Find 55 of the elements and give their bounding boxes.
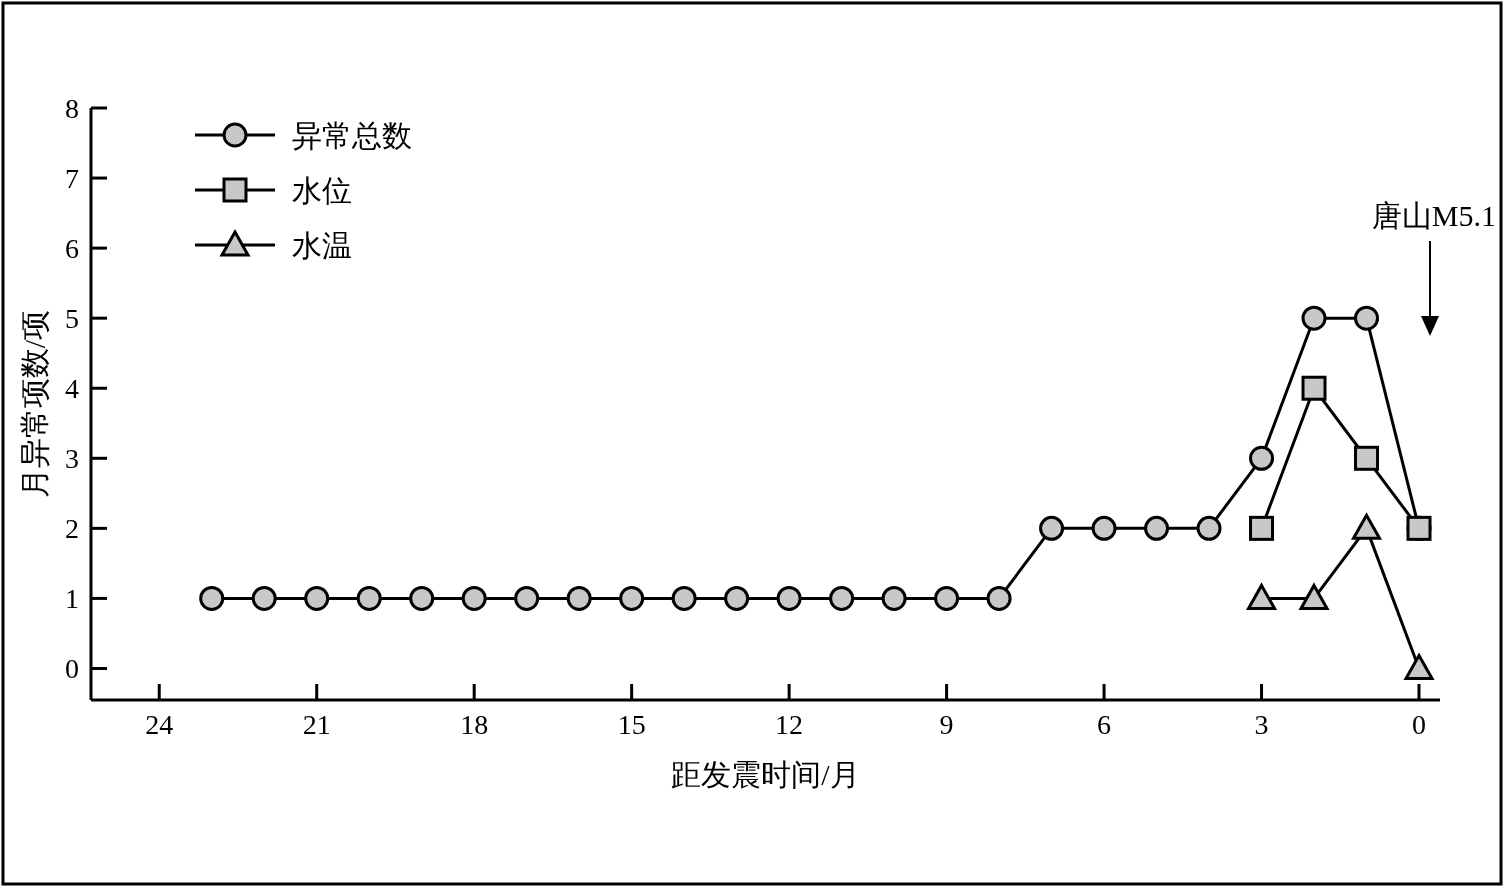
- point: [1249, 515, 1275, 541]
- legend-label: 异常总数: [292, 118, 412, 152]
- point: [356, 585, 382, 611]
- point: [1352, 513, 1382, 540]
- point: [986, 585, 1012, 611]
- point: [1196, 515, 1222, 541]
- point: [1301, 375, 1327, 401]
- legend-label: 水位: [292, 173, 352, 207]
- point: [724, 585, 750, 611]
- y-tick-label: 1: [65, 583, 79, 615]
- x-tick-label: 6: [1097, 709, 1112, 740]
- x-tick-label: 12: [775, 709, 804, 740]
- y-tick-label: 8: [65, 92, 79, 124]
- point: [1039, 515, 1065, 541]
- point: [461, 585, 487, 611]
- x-tick-label: 18: [460, 709, 489, 740]
- point: [566, 585, 592, 611]
- x-tick-label: 9: [939, 709, 954, 740]
- point: [251, 585, 277, 611]
- point: [1091, 515, 1117, 541]
- y-tick-label: 4: [65, 373, 79, 405]
- point: [671, 585, 697, 611]
- point: [776, 585, 802, 611]
- y-tick-label: 7: [65, 162, 79, 194]
- point: [1354, 305, 1380, 331]
- y-tick-label: 0: [65, 653, 79, 685]
- point: [514, 585, 540, 611]
- x-tick-label: 15: [617, 709, 646, 740]
- point: [1144, 515, 1170, 541]
- x-tick-label: 24: [145, 709, 174, 740]
- point: [304, 585, 330, 611]
- point: [1299, 583, 1329, 610]
- point: [199, 585, 225, 611]
- x-tick-label: 3: [1254, 709, 1269, 740]
- y-tick-label: 6: [65, 232, 79, 264]
- point: [829, 585, 855, 611]
- x-axis-title: 距发震时间/月: [671, 758, 860, 791]
- y-tick-label: 3: [65, 443, 79, 475]
- annotation: 唐山M5.1: [1371, 199, 1496, 232]
- point: [1247, 583, 1277, 610]
- point: [1404, 653, 1434, 680]
- point: [409, 585, 435, 611]
- x-tick-label: 0: [1412, 709, 1426, 740]
- point: [934, 585, 960, 611]
- point: [1301, 305, 1327, 331]
- y-axis-title: 月异常项数/项: [18, 309, 51, 499]
- point: [1406, 515, 1432, 541]
- point: [1354, 445, 1380, 471]
- x-tick-label: 21: [302, 709, 331, 740]
- point: [881, 585, 907, 611]
- point: [619, 585, 645, 611]
- y-tick-label: 2: [65, 513, 79, 545]
- y-tick-label: 5: [65, 302, 79, 334]
- legend-label: 水温: [292, 228, 352, 262]
- point: [1249, 445, 1275, 471]
